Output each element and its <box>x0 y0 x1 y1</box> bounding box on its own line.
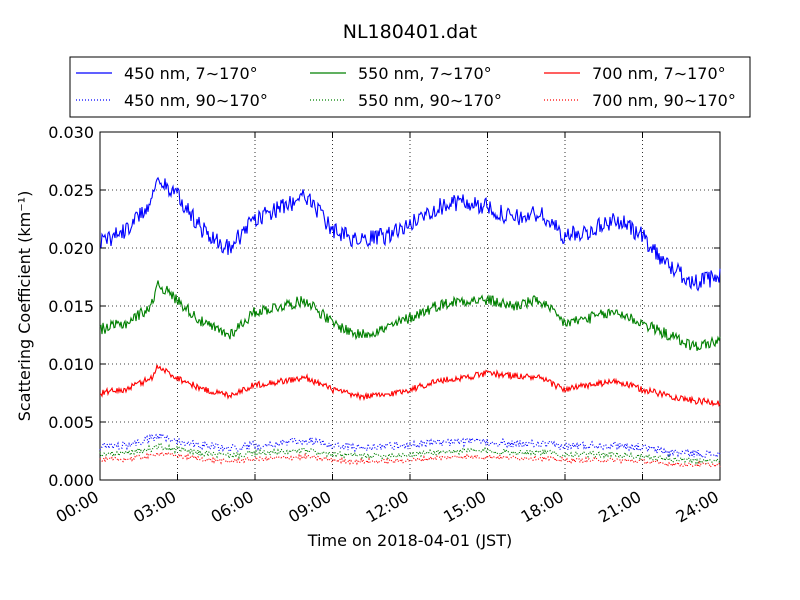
y-tick-label: 0.025 <box>48 181 94 200</box>
series-line-1 <box>99 432 721 459</box>
legend-label-3: 550 nm, 90∼170° <box>358 91 502 110</box>
y-tick-label: 0.020 <box>48 239 94 258</box>
x-axis-label: Time on 2018-04-01 (JST) <box>307 531 512 550</box>
legend-label-4: 700 nm, 7∼170° <box>592 64 726 83</box>
series-line-2 <box>99 280 721 351</box>
y-tick-label: 0.000 <box>48 471 94 490</box>
legend-items: 450 nm, 7∼170° 550 nm, 7∼170° 700 nm, 7∼17… <box>76 64 736 110</box>
y-tick-label: 0.005 <box>48 413 94 432</box>
series-line-0 <box>99 176 721 292</box>
legend: 450 nm, 7∼170° 550 nm, 7∼170° 700 nm, 7∼17… <box>69 56 751 118</box>
y-axis-label: Scattering Coefficient (km⁻¹) <box>15 191 34 422</box>
legend-label-1: 450 nm, 90∼170° <box>124 91 268 110</box>
y-tick-label: 0.015 <box>48 297 94 316</box>
series-line-4 <box>99 364 721 407</box>
y-tick-label: 0.010 <box>48 355 94 374</box>
series-layer <box>99 176 721 469</box>
series-line-3 <box>99 442 721 465</box>
legend-label-0: 450 nm, 7∼170° <box>124 64 258 83</box>
grid-lines <box>100 132 720 480</box>
y-tick-label: 0.030 <box>48 123 94 142</box>
legend-frame <box>69 56 751 118</box>
legend-label-2: 550 nm, 7∼170° <box>358 64 492 83</box>
legend-label-5: 700 nm, 90∼170° <box>592 91 736 110</box>
y-axis: 0.000 0.005 0.010 0.015 0.020 0.025 0.030 <box>48 123 720 490</box>
chart-title: NL180401.dat <box>343 21 478 43</box>
